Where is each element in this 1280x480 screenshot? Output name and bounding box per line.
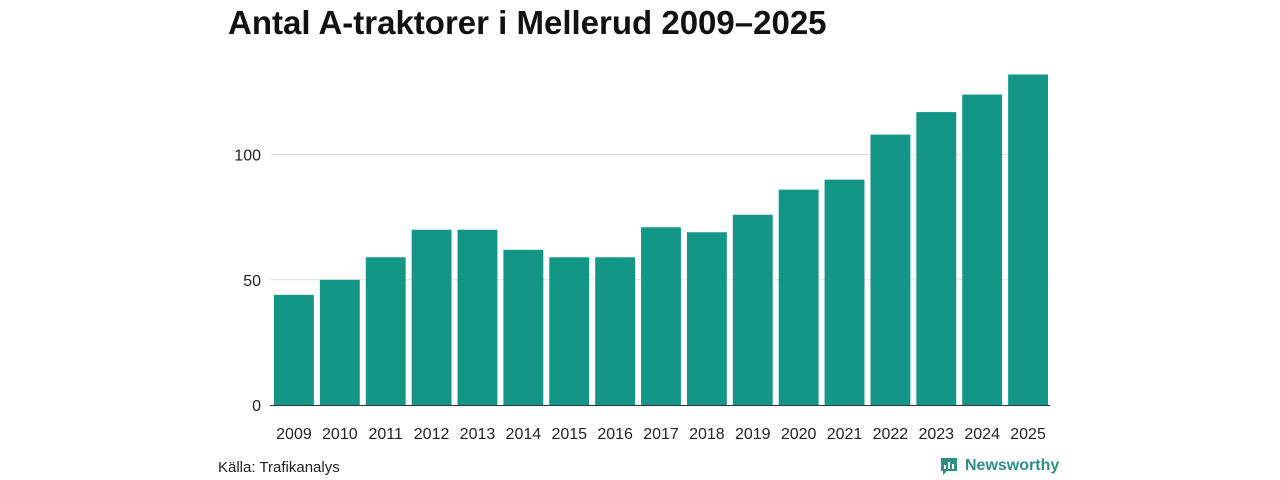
x-tick-label: 2022 [873, 426, 909, 443]
x-tick-label: 2018 [689, 426, 725, 443]
bar [457, 229, 498, 405]
source-note: Källa: Trafikanalys [218, 459, 340, 476]
x-tick-label: 2021 [827, 426, 863, 443]
brand-name: Newsworthy [965, 457, 1060, 474]
bar [411, 229, 452, 405]
bar [595, 257, 636, 405]
bar [962, 94, 1003, 405]
bar [916, 112, 957, 405]
x-tick-label: 2012 [414, 426, 450, 443]
bar [870, 134, 911, 405]
x-tick-label: 2020 [781, 426, 817, 443]
bar [274, 294, 314, 405]
x-tick-label: 2013 [460, 426, 496, 443]
bar [641, 227, 681, 405]
x-tick-label: 2009 [276, 426, 312, 443]
y-tick-label: 0 [252, 398, 261, 415]
x-tick-label: 2025 [1010, 426, 1046, 443]
x-tick-label: 2023 [918, 426, 954, 443]
bar [365, 257, 406, 405]
x-tick-label: 2011 [369, 426, 404, 443]
chart-title: Antal A-traktorer i Mellerud 2009–2025 [228, 4, 827, 41]
bar [686, 232, 727, 405]
x-tick-label: 2015 [551, 426, 587, 443]
brand-logo: Newsworthy [939, 456, 1059, 476]
bar [503, 249, 544, 405]
y-tick-label: 100 [234, 148, 261, 165]
x-tick-label: 2010 [322, 426, 358, 443]
bars [274, 74, 1048, 406]
newsworthy-logo-icon [941, 458, 957, 475]
x-tick-label: 2024 [964, 426, 1000, 443]
bar [778, 189, 819, 405]
bar [319, 279, 360, 405]
bar [732, 214, 773, 405]
x-tick-label: 2019 [735, 426, 771, 443]
x-tick-label: 2017 [643, 426, 679, 443]
x-tick-label: 2016 [597, 426, 633, 443]
bar [1008, 74, 1048, 406]
y-tick-labels: 0 50 100 [234, 148, 261, 415]
y-tick-label: 50 [243, 273, 261, 290]
x-tick-labels: 2009 2010 2011 2012 2013 2014 2015 2016 2017 2018… [276, 426, 1046, 443]
bar [824, 179, 865, 405]
x-tick-label: 2014 [506, 426, 542, 443]
bar [549, 257, 590, 405]
